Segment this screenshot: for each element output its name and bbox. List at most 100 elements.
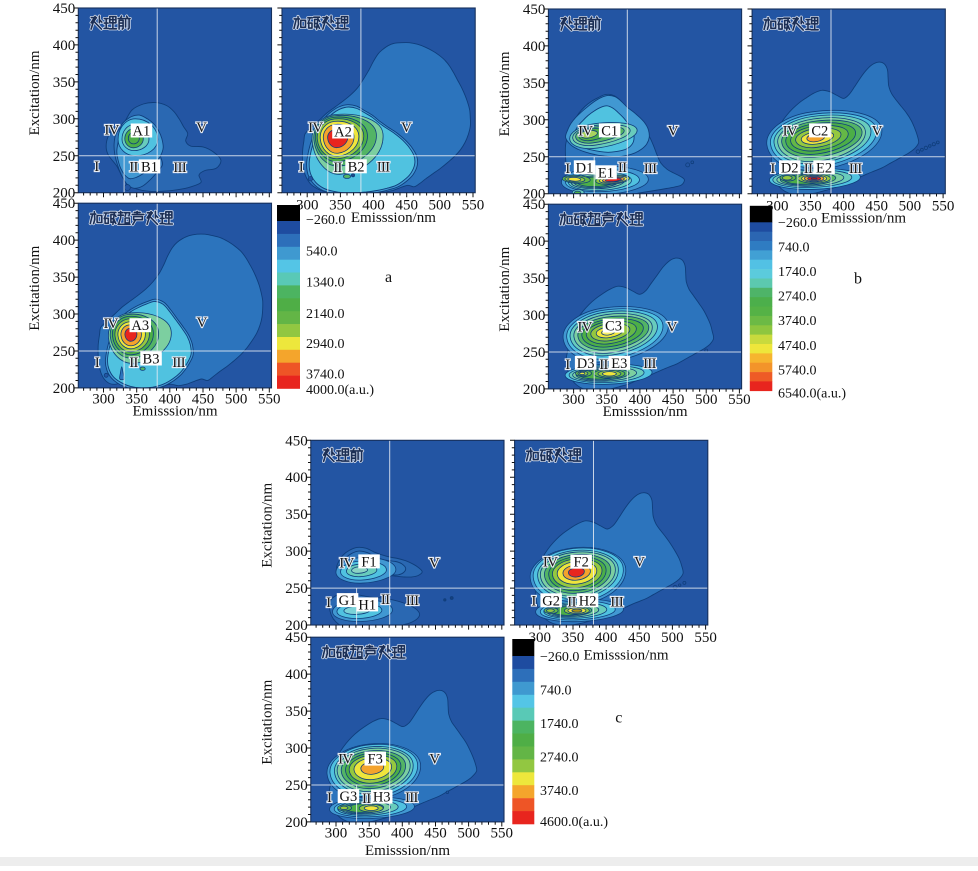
svg-text:I: I — [770, 161, 775, 177]
svg-text:IV: IV — [577, 320, 592, 336]
svg-text:F3: F3 — [368, 752, 383, 768]
svg-text:E1: E1 — [598, 165, 614, 181]
svg-text:1740.0: 1740.0 — [778, 265, 817, 280]
svg-text:550: 550 — [932, 198, 955, 214]
svg-text:300: 300 — [296, 198, 319, 214]
svg-text:D2: D2 — [781, 160, 799, 176]
svg-text:450: 450 — [424, 826, 447, 842]
svg-text:IV: IV — [783, 123, 798, 139]
svg-text:450: 450 — [285, 630, 308, 646]
svg-text:200: 200 — [523, 382, 546, 398]
svg-text:I: I — [531, 593, 536, 609]
svg-text:550: 550 — [694, 630, 717, 646]
svg-text:300: 300 — [285, 544, 308, 560]
svg-text:II: II — [333, 160, 342, 176]
svg-text:II: II — [567, 594, 576, 610]
svg-text:I: I — [326, 595, 331, 611]
svg-text:450: 450 — [53, 1, 76, 17]
svg-text:III: III — [610, 594, 623, 610]
svg-text:250: 250 — [53, 149, 76, 165]
svg-text:250: 250 — [53, 344, 76, 360]
svg-text:III: III — [377, 159, 390, 175]
svg-text:C2: C2 — [811, 123, 828, 139]
svg-text:350: 350 — [523, 76, 546, 92]
svg-text:400: 400 — [391, 826, 414, 842]
svg-text:III: III — [172, 355, 185, 371]
svg-text:II: II — [804, 161, 813, 177]
svg-text:a: a — [385, 269, 392, 286]
svg-text:II: II — [129, 159, 138, 175]
svg-text:350: 350 — [329, 198, 352, 214]
svg-text:400: 400 — [595, 630, 618, 646]
svg-text:Emisssion/nm: Emisssion/nm — [583, 648, 668, 664]
svg-text:250: 250 — [523, 345, 546, 361]
svg-text:4600.0(a.u.): 4600.0(a.u.) — [540, 815, 608, 830]
svg-text:1340.0: 1340.0 — [306, 276, 345, 291]
svg-text:200: 200 — [285, 618, 308, 634]
svg-text:450: 450 — [285, 433, 308, 449]
svg-text:5740.0: 5740.0 — [778, 363, 817, 378]
svg-text:350: 350 — [285, 704, 308, 720]
svg-text:C1: C1 — [601, 123, 618, 139]
svg-text:450: 450 — [395, 198, 418, 214]
svg-text:400: 400 — [53, 233, 76, 249]
svg-text:II: II — [129, 355, 138, 371]
svg-text:B2: B2 — [348, 159, 365, 175]
svg-text:200: 200 — [523, 187, 546, 203]
svg-text:2140.0: 2140.0 — [306, 307, 345, 322]
svg-text:V: V — [196, 315, 207, 331]
svg-text:300: 300 — [285, 741, 308, 757]
svg-text:Emisssion/nm: Emisssion/nm — [603, 404, 688, 420]
svg-text:450: 450 — [523, 2, 546, 18]
svg-text:1740.0: 1740.0 — [540, 717, 579, 732]
svg-text:III: III — [406, 593, 419, 609]
svg-text:500: 500 — [225, 391, 248, 407]
svg-text:I: I — [565, 357, 570, 373]
svg-text:740.0: 740.0 — [778, 240, 810, 255]
svg-text:4740.0: 4740.0 — [778, 339, 817, 354]
svg-text:400: 400 — [629, 392, 652, 408]
svg-text:H3: H3 — [373, 790, 391, 806]
svg-text:A3: A3 — [131, 318, 149, 334]
svg-text:Emisssion/nm: Emisssion/nm — [821, 211, 906, 227]
svg-text:Excitation/nm: Excitation/nm — [497, 246, 513, 331]
svg-text:D1: D1 — [576, 160, 594, 176]
svg-text:A2: A2 — [334, 125, 352, 141]
svg-text:450: 450 — [523, 197, 546, 213]
svg-text:550: 550 — [728, 392, 751, 408]
svg-text:500: 500 — [899, 198, 922, 214]
svg-text:300: 300 — [92, 391, 115, 407]
svg-text:I: I — [299, 159, 304, 175]
svg-text:2740.0: 2740.0 — [540, 751, 579, 766]
svg-text:300: 300 — [562, 392, 585, 408]
svg-text:V: V — [634, 555, 645, 571]
svg-text:350: 350 — [799, 198, 822, 214]
svg-text:6540.0(a.u.): 6540.0(a.u.) — [778, 386, 846, 401]
svg-text:400: 400 — [285, 470, 308, 486]
svg-text:III: III — [173, 160, 186, 176]
svg-text:740.0: 740.0 — [540, 684, 572, 699]
svg-text:−260.0: −260.0 — [778, 216, 817, 231]
svg-text:200: 200 — [285, 815, 308, 831]
svg-text:500: 500 — [429, 198, 452, 214]
svg-text:V: V — [668, 123, 679, 139]
svg-text:Excitation/nm: Excitation/nm — [27, 50, 43, 135]
svg-text:500: 500 — [661, 630, 684, 646]
svg-text:250: 250 — [285, 581, 308, 597]
svg-text:F2: F2 — [574, 555, 589, 571]
svg-text:IV: IV — [578, 123, 593, 139]
svg-text:Excitation/nm: Excitation/nm — [259, 482, 275, 567]
svg-text:3740.0: 3740.0 — [778, 314, 817, 329]
svg-text:550: 550 — [462, 198, 485, 214]
svg-text:Excitation/nm: Excitation/nm — [27, 245, 43, 330]
svg-text:400: 400 — [362, 198, 385, 214]
svg-text:G2: G2 — [542, 593, 560, 609]
svg-text:500: 500 — [457, 826, 480, 842]
svg-text:I: I — [565, 161, 570, 177]
svg-text:550: 550 — [258, 391, 281, 407]
svg-text:C3: C3 — [605, 319, 622, 335]
svg-text:E2: E2 — [816, 160, 832, 176]
svg-text:350: 350 — [53, 270, 76, 286]
svg-text:550: 550 — [491, 826, 514, 842]
svg-text:350: 350 — [53, 75, 76, 91]
